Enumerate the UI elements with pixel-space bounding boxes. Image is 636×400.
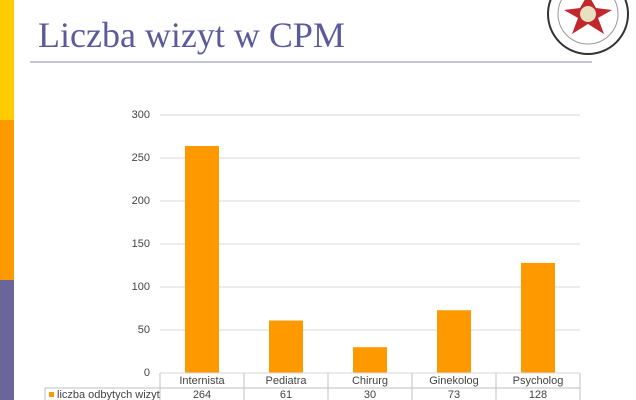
- y-tick-label: 200: [132, 195, 150, 207]
- logo: [547, 0, 629, 55]
- legend-swatch: [49, 392, 54, 397]
- y-tick-label: 250: [132, 152, 150, 164]
- y-tick-label: 0: [144, 367, 150, 379]
- table-value: 61: [280, 389, 292, 400]
- stripe-orange: [0, 120, 14, 280]
- stripe-purple: [0, 280, 14, 400]
- slide-title: Liczba wizyt w CPM: [38, 15, 345, 55]
- x-tick-label: Pediatra: [266, 375, 308, 387]
- y-tick-label: 50: [138, 324, 150, 336]
- bar: [437, 310, 471, 373]
- table-value: 128: [529, 389, 547, 400]
- x-tick-label: Internista: [179, 375, 225, 387]
- table-value: 30: [364, 389, 376, 400]
- table-value: 264: [193, 389, 211, 400]
- y-tick-label: 100: [132, 281, 150, 293]
- stripe-yellow: [0, 0, 14, 120]
- y-tick-label: 150: [132, 238, 150, 250]
- table-value: 73: [448, 389, 460, 400]
- y-tick-label: 300: [132, 109, 150, 121]
- bar: [269, 320, 303, 373]
- legend-label: liczba odbytych wizyt: [57, 389, 160, 400]
- chart: 0 50 100 150 200 250 300 liczba odbytych wizyt 2…: [44, 109, 581, 400]
- x-tick-label: Chirurg: [352, 375, 388, 387]
- bar: [353, 347, 387, 373]
- bar: [521, 262, 555, 373]
- x-tick-label: Ginekolog: [429, 375, 479, 387]
- x-tick-label: Psycholog: [513, 375, 564, 387]
- bar: [185, 145, 219, 373]
